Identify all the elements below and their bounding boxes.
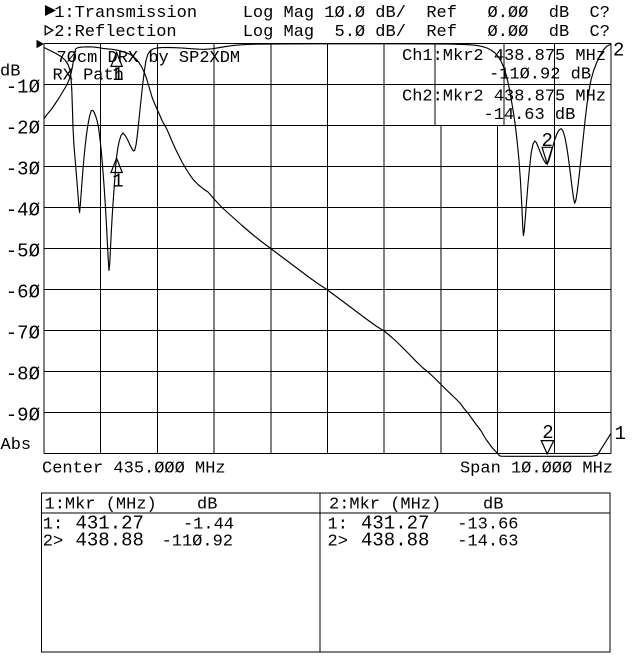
svg-text:2>: 2> <box>328 533 348 552</box>
svg-text:Log Mag 1Ø.Ø dB/ Ref Ø.ØØ: Log Mag 1Ø.Ø dB/ Ref Ø.ØØ dB C? <box>243 4 610 23</box>
svg-text:Abs: Abs <box>1 436 32 455</box>
svg-text:1: 1 <box>112 64 123 86</box>
svg-text:dB: dB <box>483 495 503 514</box>
svg-text:2: 2 <box>542 422 553 444</box>
svg-text:-11Ø.92: -11Ø.92 <box>162 533 233 552</box>
svg-text:Log Mag 5.Ø dB/ Ref Ø.ØØ: Log Mag 5.Ø dB/ Ref Ø.ØØ dB C? <box>243 23 610 42</box>
svg-text:1:Transmission: 1:Transmission <box>44 4 197 23</box>
svg-text:431.27: 431.27 <box>76 513 144 535</box>
svg-text:Ch2:Mkr2 438.875 MHz: Ch2:Mkr2 438.875 MHz <box>402 88 606 107</box>
svg-text:-1Ø: -1Ø <box>6 76 40 98</box>
svg-text:2>: 2> <box>43 533 63 552</box>
svg-text:dB: dB <box>197 495 217 514</box>
svg-text:-2Ø: -2Ø <box>6 117 40 139</box>
svg-text:1:: 1: <box>328 516 348 535</box>
svg-text:-4Ø: -4Ø <box>6 199 40 221</box>
svg-text:RX Path: RX Path <box>53 67 124 86</box>
svg-text:-11Ø.92 dB: -11Ø.92 dB <box>489 66 591 85</box>
svg-text:-6Ø: -6Ø <box>6 281 40 303</box>
svg-text:2: 2 <box>542 130 553 152</box>
svg-text:-14.63 dB: -14.63 dB <box>484 106 576 125</box>
svg-text:-1.44: -1.44 <box>183 516 234 535</box>
svg-text:438.88: 438.88 <box>76 530 144 552</box>
svg-text:438.88: 438.88 <box>361 530 429 552</box>
svg-text:-13.66: -13.66 <box>457 516 518 535</box>
svg-text:Span 1Ø.ØØØ MHz: Span 1Ø.ØØØ MHz <box>460 460 613 479</box>
svg-text:7Øcm DRX by SP2XDM: 7Øcm DRX by SP2XDM <box>57 49 241 68</box>
svg-text:-8Ø: -8Ø <box>6 364 40 386</box>
svg-text:Ch1:Mkr2 438.875 MHz: Ch1:Mkr2 438.875 MHz <box>402 47 606 66</box>
svg-text:2: 2 <box>613 40 624 62</box>
svg-text:1:Mkr (MHz): 1:Mkr (MHz) <box>45 495 157 514</box>
svg-text:431.27: 431.27 <box>361 513 429 535</box>
svg-text:-5Ø: -5Ø <box>6 240 40 262</box>
svg-text:2:Reflection: 2:Reflection <box>44 23 177 42</box>
svg-text:1: 1 <box>615 423 626 445</box>
svg-text:dB: dB <box>0 62 20 81</box>
svg-text:2:Mkr (MHz): 2:Mkr (MHz) <box>329 495 441 514</box>
svg-text:-7Ø: -7Ø <box>6 323 40 345</box>
svg-text:Center 435.ØØØ MHz: Center 435.ØØØ MHz <box>42 460 226 479</box>
svg-text:-9Ø: -9Ø <box>6 405 40 427</box>
svg-text:1: 1 <box>112 170 123 192</box>
svg-text:1:: 1: <box>43 516 63 535</box>
svg-text:-3Ø: -3Ø <box>6 158 40 180</box>
svg-text:-14.63: -14.63 <box>457 533 518 552</box>
